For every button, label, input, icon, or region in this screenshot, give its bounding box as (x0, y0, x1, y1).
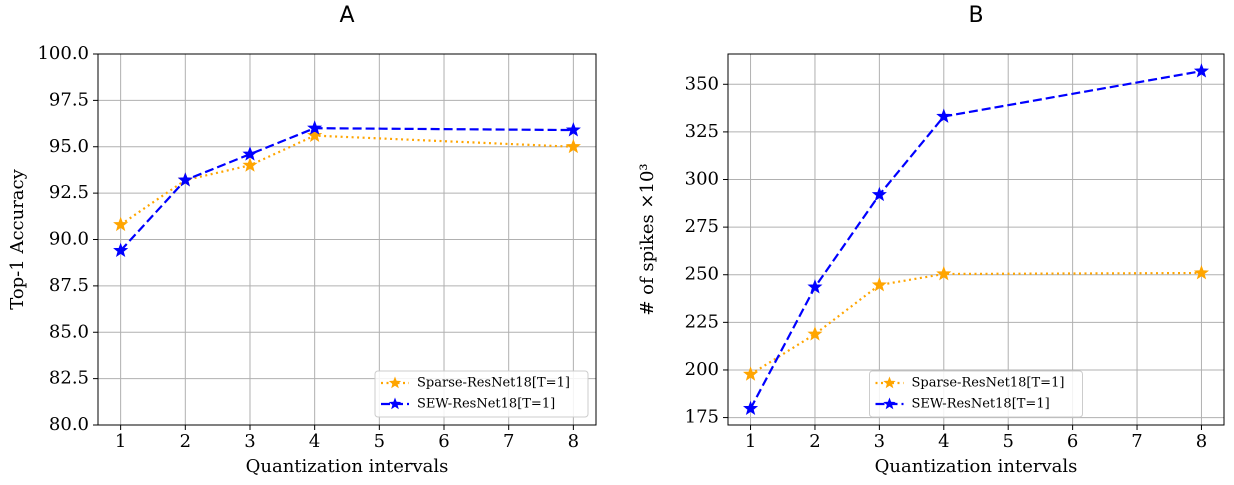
data-point (743, 400, 759, 416)
y-axis-label: # of spikes ×10³ (637, 163, 658, 315)
legend-label: SEW-ResNet18[T=1] (417, 397, 555, 412)
legend-box (374, 370, 589, 418)
x-tick-label: 1 (745, 431, 756, 452)
x-tick-label: 6 (438, 431, 449, 452)
y-tick-label: 97.5 (49, 89, 89, 110)
y-tick-label: 80.0 (49, 414, 89, 435)
y-tick-label: 175 (685, 407, 719, 428)
data-point (113, 216, 129, 232)
axes-frame (97, 53, 597, 426)
y-axis-label: Top-1 Accuracy (7, 168, 28, 309)
x-tick-label: 3 (244, 431, 255, 452)
legend-label: Sparse-ResNet18[T=1] (417, 376, 570, 391)
data-point (743, 366, 759, 381)
axes: 1 2 3 4 5 6 7 8 80.0 82.5 85.0 87.5 90.0 92.5 95.0 97.5… (7, 3, 597, 477)
x-tick-label: 3 (874, 431, 885, 452)
data-point (1193, 63, 1209, 78)
y-tick-label: 87.5 (49, 275, 89, 296)
x-tick-label: 6 (1067, 431, 1078, 452)
data-point (807, 279, 823, 294)
y-tick-label: 100.0 (37, 43, 89, 64)
legend-marker (883, 376, 896, 389)
data-point (307, 127, 323, 143)
chart-title: B (968, 3, 983, 28)
y-tick-label: 90.0 (49, 229, 89, 250)
x-tick-label: 4 (938, 431, 949, 452)
x-axis-label: Quantization intervals (875, 456, 1078, 477)
y-tick-label: 92.5 (49, 182, 89, 203)
y-tick-label: 250 (685, 264, 719, 285)
legend-marker (388, 397, 402, 410)
data-point (565, 138, 581, 154)
x-tick-label: 8 (1196, 431, 1207, 452)
x-tick-label: 5 (374, 431, 385, 452)
chart-title: A (339, 3, 354, 28)
data-point (807, 326, 823, 341)
x-tick-label: 1 (115, 431, 126, 452)
x-tick-label: 4 (309, 431, 320, 452)
data-point (242, 146, 258, 161)
y-tick-label: 200 (685, 359, 719, 380)
data-point (113, 242, 129, 258)
data-point (871, 186, 887, 202)
legend-marker (388, 376, 402, 389)
x-axis-label: Quantization intervals (246, 456, 449, 477)
y-tick-label: 82.5 (49, 368, 89, 389)
y-tick-label: 85.0 (49, 321, 89, 342)
y-tick-label: 300 (685, 169, 719, 190)
axes-frame (727, 53, 1225, 426)
data-point (936, 266, 952, 281)
legend-box (869, 370, 1083, 418)
data-point (242, 157, 258, 172)
data-point (177, 172, 193, 187)
legend-label: Sparse-ResNet18[T=1] (912, 376, 1065, 391)
data-point (565, 122, 581, 137)
y-tick-label: 275 (685, 216, 719, 237)
data-point (1193, 265, 1209, 280)
series-line (749, 271, 1202, 376)
x-tick-label: 5 (1002, 431, 1013, 452)
y-tick-label: 95.0 (49, 136, 89, 157)
axes: 1 2 3 4 5 6 7 8 175 200 225 250 275 300 325 350 B Quantiz… (637, 3, 1225, 477)
y-tick-label: 225 (685, 311, 719, 332)
x-tick-label: 7 (1131, 431, 1142, 452)
x-tick-label: 7 (503, 431, 514, 452)
x-tick-label: 2 (809, 431, 820, 452)
data-point (307, 120, 323, 135)
data-point (936, 108, 952, 123)
y-tick-label: 325 (685, 121, 719, 142)
x-tick-label: 8 (568, 431, 579, 452)
x-tick-label: 2 (180, 431, 191, 452)
data-point (871, 277, 887, 292)
legend-label: SEW-ResNet18[T=1] (912, 397, 1050, 412)
series-line (749, 70, 1202, 410)
legend-marker (883, 397, 896, 410)
y-tick-label: 350 (685, 73, 719, 94)
